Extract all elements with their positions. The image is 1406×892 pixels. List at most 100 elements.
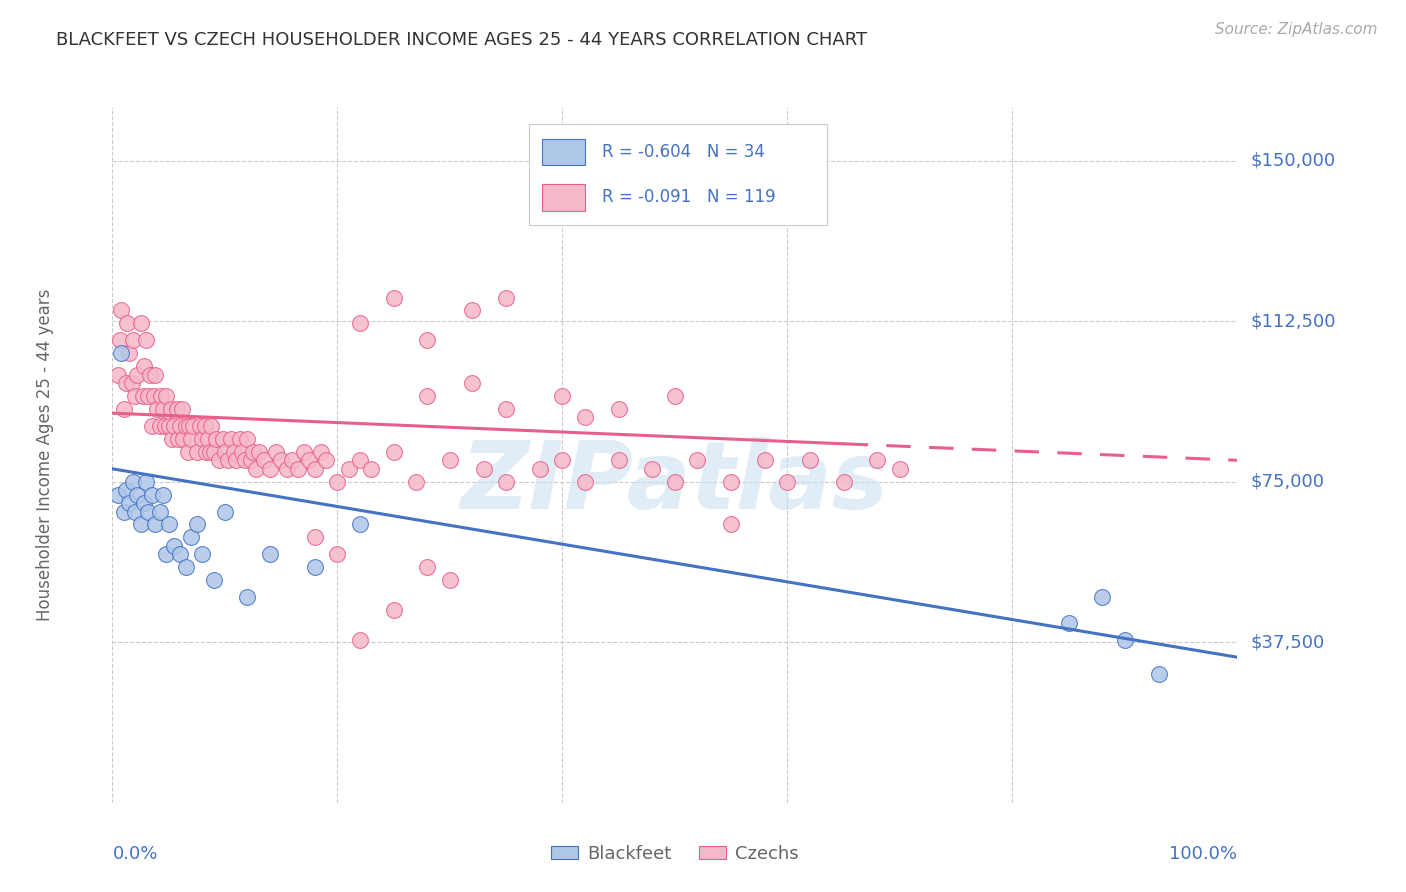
Point bbox=[270, 453, 292, 467]
Point bbox=[174, 419, 197, 434]
Point bbox=[112, 505, 135, 519]
Text: 0.0%: 0.0% bbox=[112, 845, 157, 863]
Point bbox=[607, 453, 630, 467]
Point bbox=[152, 401, 174, 416]
Point bbox=[247, 444, 270, 458]
Point bbox=[155, 419, 177, 434]
Point bbox=[574, 475, 596, 489]
Point bbox=[194, 419, 217, 434]
Point bbox=[127, 368, 149, 382]
Bar bbox=[543, 139, 585, 166]
Point bbox=[231, 444, 253, 458]
Point bbox=[129, 316, 152, 330]
Point bbox=[439, 453, 461, 467]
Point bbox=[208, 453, 231, 467]
Point bbox=[242, 444, 264, 458]
Point bbox=[141, 487, 163, 501]
Point bbox=[1114, 633, 1136, 648]
Text: Householder Income Ages 25 - 44 years: Householder Income Ages 25 - 44 years bbox=[37, 289, 53, 621]
Point bbox=[664, 389, 686, 403]
Point bbox=[188, 419, 211, 434]
Point bbox=[233, 453, 256, 467]
Text: R = -0.604   N = 34: R = -0.604 N = 34 bbox=[602, 144, 765, 161]
Point bbox=[124, 389, 146, 403]
Text: $150,000: $150,000 bbox=[1251, 152, 1336, 169]
Point bbox=[574, 410, 596, 425]
Point bbox=[169, 548, 191, 562]
Point bbox=[186, 517, 208, 532]
Point bbox=[205, 432, 228, 446]
Point bbox=[143, 368, 166, 382]
Bar bbox=[543, 185, 585, 211]
Point bbox=[349, 316, 371, 330]
Point bbox=[163, 419, 186, 434]
Text: 100.0%: 100.0% bbox=[1170, 845, 1237, 863]
Point bbox=[135, 475, 157, 489]
Point bbox=[349, 453, 371, 467]
Point bbox=[236, 432, 259, 446]
Point bbox=[495, 401, 517, 416]
Point bbox=[889, 462, 911, 476]
Point bbox=[349, 517, 371, 532]
Point bbox=[439, 573, 461, 587]
Point bbox=[194, 444, 217, 458]
Point bbox=[172, 401, 194, 416]
Point bbox=[129, 517, 152, 532]
Point bbox=[121, 376, 143, 391]
Point bbox=[143, 517, 166, 532]
Point bbox=[200, 419, 222, 434]
Point bbox=[146, 401, 169, 416]
Point bbox=[281, 453, 304, 467]
Point bbox=[118, 496, 141, 510]
Point bbox=[110, 334, 132, 348]
Point bbox=[202, 444, 225, 458]
Text: R = -0.091   N = 119: R = -0.091 N = 119 bbox=[602, 188, 775, 206]
Point bbox=[776, 475, 799, 489]
Point bbox=[259, 548, 281, 562]
Point bbox=[138, 389, 160, 403]
Point bbox=[177, 419, 200, 434]
Point bbox=[214, 444, 236, 458]
Point bbox=[160, 432, 183, 446]
Point bbox=[143, 389, 166, 403]
Point bbox=[141, 419, 163, 434]
Text: Source: ZipAtlas.com: Source: ZipAtlas.com bbox=[1215, 22, 1378, 37]
Point bbox=[211, 432, 233, 446]
Point bbox=[326, 548, 349, 562]
Point bbox=[135, 334, 157, 348]
Text: ZIPatlas: ZIPatlas bbox=[461, 437, 889, 529]
Point bbox=[219, 432, 242, 446]
Point bbox=[245, 462, 267, 476]
Point bbox=[1057, 615, 1080, 630]
Point bbox=[472, 462, 495, 476]
Point bbox=[157, 419, 180, 434]
Point bbox=[112, 401, 135, 416]
Text: $37,500: $37,500 bbox=[1251, 633, 1324, 651]
Point bbox=[228, 432, 250, 446]
Point bbox=[180, 432, 202, 446]
Point bbox=[866, 453, 889, 467]
Point bbox=[276, 462, 298, 476]
Point bbox=[304, 530, 326, 544]
Point bbox=[180, 530, 202, 544]
Point bbox=[405, 475, 427, 489]
Point bbox=[186, 444, 208, 458]
Point bbox=[132, 496, 155, 510]
Point bbox=[217, 453, 239, 467]
Point bbox=[309, 444, 332, 458]
Point bbox=[107, 368, 129, 382]
Point bbox=[121, 475, 143, 489]
Point bbox=[461, 376, 484, 391]
Point bbox=[239, 453, 262, 467]
Point bbox=[115, 376, 138, 391]
Point bbox=[641, 462, 664, 476]
Point bbox=[607, 401, 630, 416]
Point bbox=[172, 432, 194, 446]
Point bbox=[416, 560, 439, 574]
Point bbox=[200, 444, 222, 458]
Point bbox=[127, 487, 149, 501]
Point bbox=[236, 591, 259, 605]
Point bbox=[551, 389, 574, 403]
Point bbox=[197, 432, 219, 446]
Point bbox=[155, 389, 177, 403]
